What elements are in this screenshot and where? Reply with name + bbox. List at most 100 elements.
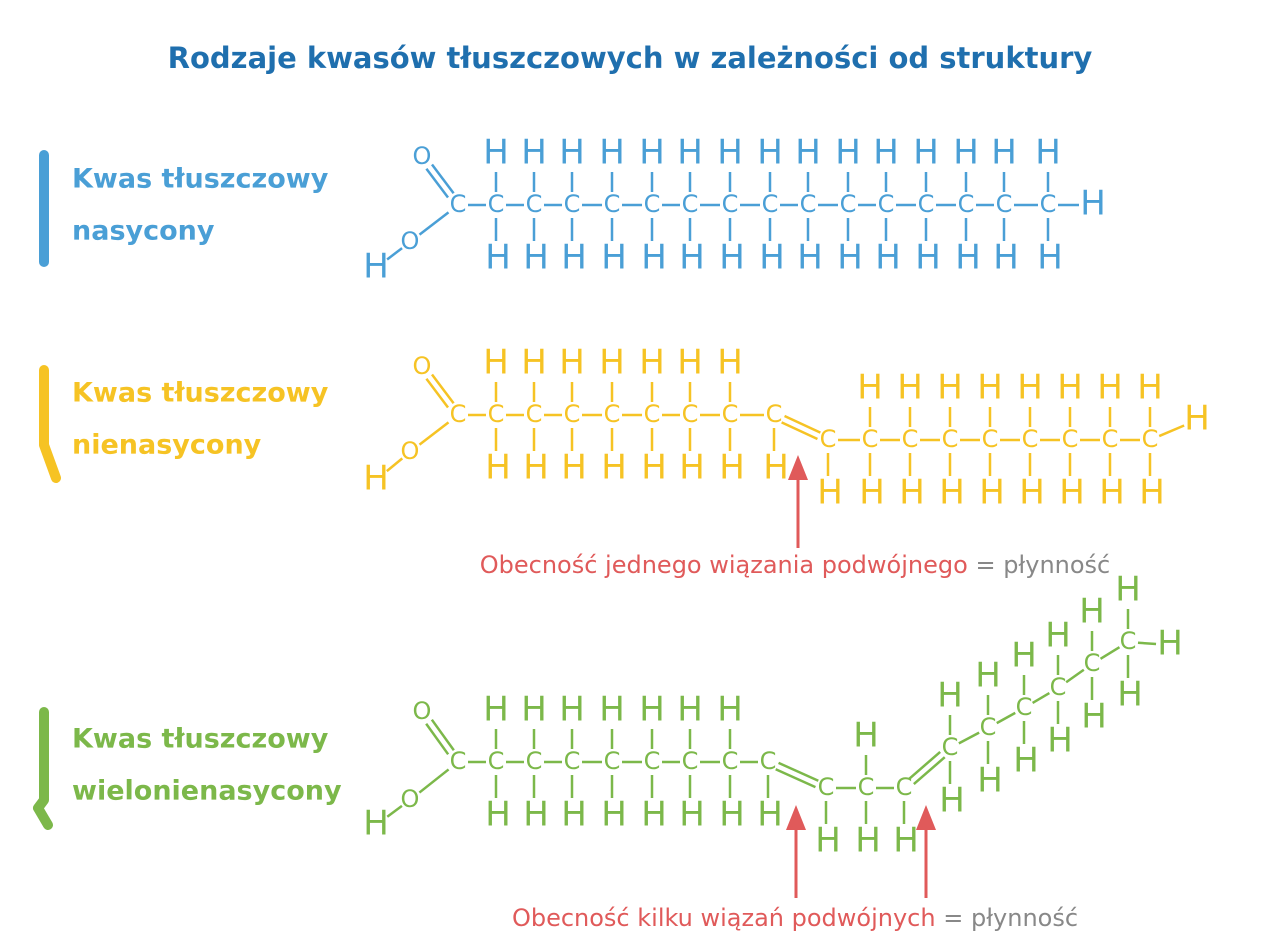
arrow-head xyxy=(916,805,936,830)
atom: H xyxy=(679,238,705,278)
atom: H xyxy=(523,448,549,488)
atom: C xyxy=(450,190,467,218)
atom: C xyxy=(1084,649,1101,677)
atom: C xyxy=(858,773,875,801)
atom: H xyxy=(639,133,665,173)
atom: C xyxy=(1022,425,1039,453)
atom: H xyxy=(937,676,963,716)
atom: C xyxy=(878,190,895,218)
atom: H xyxy=(1079,592,1105,632)
atom: H xyxy=(837,238,863,278)
annotation: Obecność kilku wiązań podwójnych = płynn… xyxy=(512,904,1078,932)
label: nienasycony xyxy=(72,430,262,461)
atom: H xyxy=(1045,616,1071,656)
arrow-head xyxy=(788,455,808,480)
atom: H xyxy=(719,238,745,278)
atom: C xyxy=(1040,190,1057,218)
atom: H xyxy=(1080,184,1106,224)
atom: H xyxy=(561,238,587,278)
atom: H xyxy=(993,238,1019,278)
atom: H xyxy=(975,656,1001,696)
atom: H xyxy=(797,238,823,278)
bond xyxy=(386,804,403,818)
atom: H xyxy=(763,448,789,488)
atom: H xyxy=(521,133,547,173)
atom: H xyxy=(641,795,667,835)
atom: H xyxy=(601,238,627,278)
atom: O xyxy=(413,352,432,380)
atom: C xyxy=(682,400,699,428)
atom: H xyxy=(1011,636,1037,676)
atom: C xyxy=(682,190,699,218)
atom: C xyxy=(564,190,581,218)
atom: C xyxy=(682,747,699,775)
atom: C xyxy=(1102,425,1119,453)
bond xyxy=(386,247,403,261)
atom: H xyxy=(485,448,511,488)
atom: C xyxy=(722,190,739,218)
atom: H xyxy=(1115,570,1141,610)
bond xyxy=(913,756,946,786)
atom: H xyxy=(599,133,625,173)
atom: O xyxy=(413,142,432,170)
atom: H xyxy=(483,690,509,730)
atom: C xyxy=(918,190,935,218)
atom: H xyxy=(1057,368,1083,408)
atom: H xyxy=(1184,399,1210,439)
atom: C xyxy=(604,190,621,218)
bond xyxy=(775,768,816,789)
atom: H xyxy=(363,247,389,287)
label: Kwas tłuszczowy xyxy=(72,164,329,195)
annotation: Obecność jednego wiązania podwójnego = p… xyxy=(480,551,1111,579)
atom: H xyxy=(835,133,861,173)
atom: H xyxy=(757,133,783,173)
atom: C xyxy=(982,425,999,453)
atom: H xyxy=(679,795,705,835)
bond xyxy=(1065,668,1085,684)
atom: C xyxy=(526,190,543,218)
atom: H xyxy=(521,343,547,383)
atom: H xyxy=(915,238,941,278)
atom: C xyxy=(488,190,505,218)
atom: H xyxy=(1019,473,1045,513)
atom: H xyxy=(599,690,625,730)
atom: C xyxy=(862,425,879,453)
atom: H xyxy=(893,821,919,861)
bond xyxy=(1099,646,1121,660)
atom: C xyxy=(564,400,581,428)
arrow-head xyxy=(786,805,806,830)
side-bar xyxy=(33,707,53,830)
atom: C xyxy=(450,400,467,428)
atom: H xyxy=(759,238,785,278)
atom: H xyxy=(1081,697,1107,737)
bond xyxy=(784,414,821,434)
atom: C xyxy=(958,190,975,218)
bond xyxy=(778,761,819,782)
bond xyxy=(996,711,1016,725)
atom: H xyxy=(1047,721,1073,761)
atom: H xyxy=(939,473,965,513)
bond xyxy=(425,723,450,756)
atom: H xyxy=(875,238,901,278)
atom: C xyxy=(644,747,661,775)
bond xyxy=(425,377,449,409)
atom: H xyxy=(641,448,667,488)
bond xyxy=(430,718,455,751)
atom: H xyxy=(1035,133,1061,173)
atom: C xyxy=(980,713,997,741)
atom: C xyxy=(1120,627,1137,655)
atom: C xyxy=(722,400,739,428)
atom: H xyxy=(719,448,745,488)
atom: H xyxy=(677,133,703,173)
atom: C xyxy=(488,400,505,428)
bond xyxy=(1158,424,1185,438)
atom: H xyxy=(641,238,667,278)
atom: H xyxy=(1013,741,1039,781)
atom: H xyxy=(599,343,625,383)
atom: H xyxy=(899,473,925,513)
atom: O xyxy=(413,697,432,725)
atom: C xyxy=(902,425,919,453)
label: Kwas tłuszczowy xyxy=(72,724,329,755)
atom: H xyxy=(483,343,509,383)
atom: H xyxy=(1139,473,1165,513)
